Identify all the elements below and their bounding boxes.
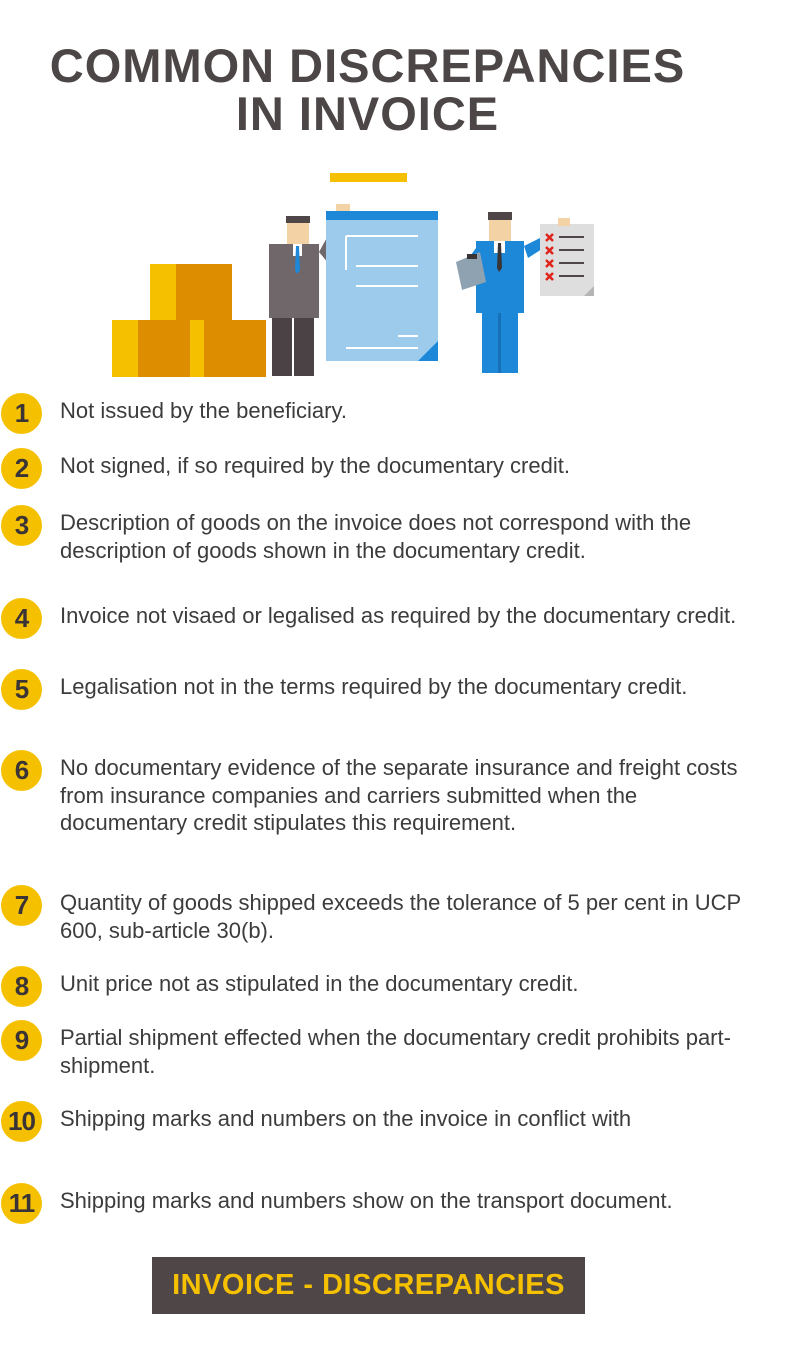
item-text: Not issued by the beneficiary. [60, 398, 347, 423]
invoice-document-icon [326, 211, 438, 361]
item-number-badge: 11 [1, 1183, 42, 1224]
title-line-1: COMMON DISCREPANCIES [49, 39, 686, 92]
page-title: COMMON DISCREPANCIES IN INVOICE [0, 42, 735, 138]
item-text: Partial shipment effected when the docum… [60, 1025, 731, 1078]
invoice-review-illustration [112, 173, 594, 377]
item-number-badge: 7 [1, 885, 42, 926]
footer-badge: INVOICE - DISCREPANCIES [152, 1257, 585, 1314]
item-number-badge: 1 [1, 393, 42, 434]
item-number-badge: 10 [1, 1101, 42, 1142]
checklist-icon [540, 218, 594, 296]
item-number-badge: 6 [1, 750, 42, 791]
item-text: No documentary evidence of the separate … [60, 755, 738, 835]
accent-bar [330, 173, 407, 182]
title-line-2: IN INVOICE [235, 87, 500, 140]
cargo-boxes-icon [112, 264, 266, 377]
item-number-badge: 3 [1, 505, 42, 546]
item-number-badge: 4 [1, 598, 42, 639]
item-text: Description of goods on the invoice does… [60, 510, 692, 563]
item-text: Invoice not visaed or legalised as requi… [60, 603, 737, 628]
item-text: Shipping marks and numbers show on the t… [60, 1188, 673, 1213]
item-text: Not signed, if so required by the docume… [60, 453, 570, 478]
item-number-badge: 8 [1, 966, 42, 1007]
item-number-badge: 9 [1, 1020, 42, 1061]
item-text: Shipping marks and numbers on the invoic… [60, 1106, 632, 1131]
item-number-badge: 5 [1, 669, 42, 710]
item-number-badge: 2 [1, 448, 42, 489]
item-text: Legalisation not in the terms required b… [60, 674, 688, 699]
item-text: Unit price not as stipulated in the docu… [60, 971, 579, 996]
item-text: Quantity of goods shipped exceeds the to… [60, 890, 741, 943]
